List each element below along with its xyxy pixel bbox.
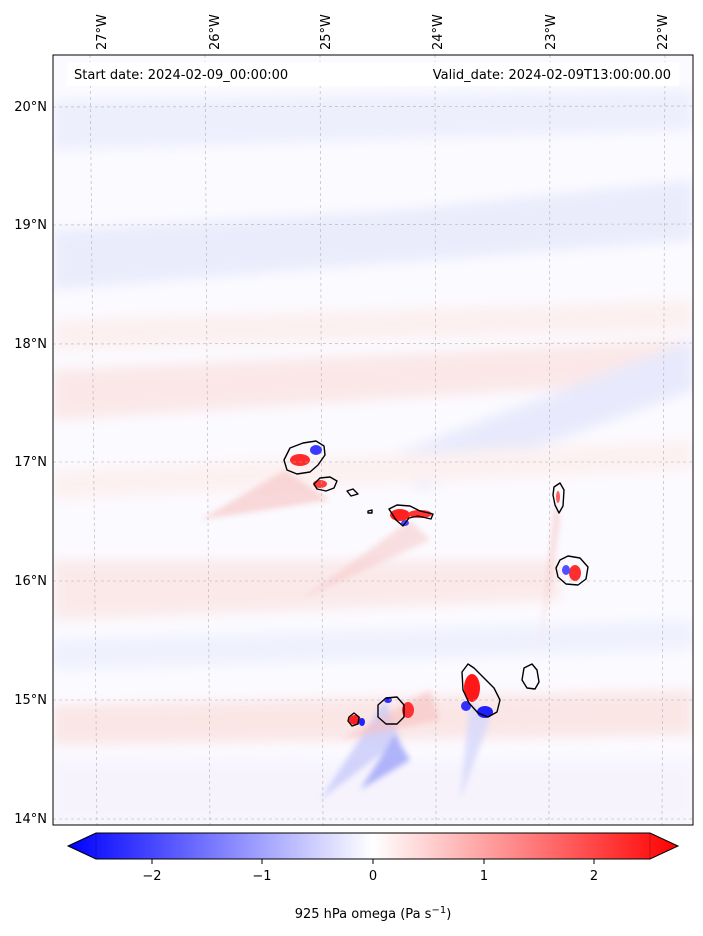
colorbar-label-main: 925 hPa omega (Pa s xyxy=(295,907,432,922)
colorbar-label: 925 hPa omega (Pa s−1) xyxy=(295,905,452,922)
lon-label-22w: 22°W xyxy=(656,14,671,50)
colorbar-tick-neg2: −2 xyxy=(142,869,161,884)
lon-label-27w: 27°W xyxy=(95,14,110,50)
island-santa-luzia xyxy=(346,488,359,497)
island-sao-vicente xyxy=(313,476,338,492)
lon-label-24w: 24°W xyxy=(431,14,446,50)
lat-label-17n: 17°N xyxy=(14,455,47,470)
lon-label-23w: 23°W xyxy=(544,14,559,50)
island-brava xyxy=(347,712,360,727)
colorbar-tick-1: 1 xyxy=(480,869,488,884)
lat-label-20n: 20°N xyxy=(14,100,47,115)
colorbar: −2 −1 0 1 2 925 hPa omega (Pa s−1) xyxy=(66,832,680,922)
start-date-text: Start date: 2024-02-09_00:00:00 xyxy=(74,68,288,83)
island-santo-antao xyxy=(283,440,326,475)
latitude-labels: 20°N 19°N 18°N 17°N 16°N 15°N 14°N xyxy=(14,100,47,827)
lon-label-26w: 26°W xyxy=(208,14,223,50)
island-branco xyxy=(367,509,373,514)
coastlines xyxy=(283,440,589,727)
lat-label-14n: 14°N xyxy=(14,812,47,827)
island-sao-nicolau xyxy=(388,504,434,527)
gridlines xyxy=(53,55,693,825)
island-boa-vista xyxy=(555,555,589,586)
lat-label-15n: 15°N xyxy=(14,693,47,708)
colorbar-tick-0: 0 xyxy=(369,869,377,884)
island-santiago xyxy=(461,663,501,718)
lon-label-25w: 25°W xyxy=(319,14,334,50)
longitude-labels: 27°W 26°W 25°W 24°W 23°W 22°W xyxy=(95,14,671,50)
colorbar-label-end: ) xyxy=(446,907,451,922)
island-fogo xyxy=(377,696,405,725)
lat-label-18n: 18°N xyxy=(14,337,47,352)
date-header: Start date: 2024-02-09_00:00:00 Valid_da… xyxy=(67,62,679,86)
map-plot-area xyxy=(53,55,693,825)
valid-date-text: Valid_date: 2024-02-09T13:00:00.00 xyxy=(433,68,671,83)
colorbar-tick-2: 2 xyxy=(590,869,598,884)
lat-label-19n: 19°N xyxy=(14,218,47,233)
colorbar-tick-neg1: −1 xyxy=(252,869,271,884)
colorbar-label-sup: −1 xyxy=(431,905,446,916)
lat-label-16n: 16°N xyxy=(14,574,47,589)
map-frame xyxy=(52,54,694,826)
island-sal xyxy=(552,482,565,514)
island-maio xyxy=(521,663,540,690)
